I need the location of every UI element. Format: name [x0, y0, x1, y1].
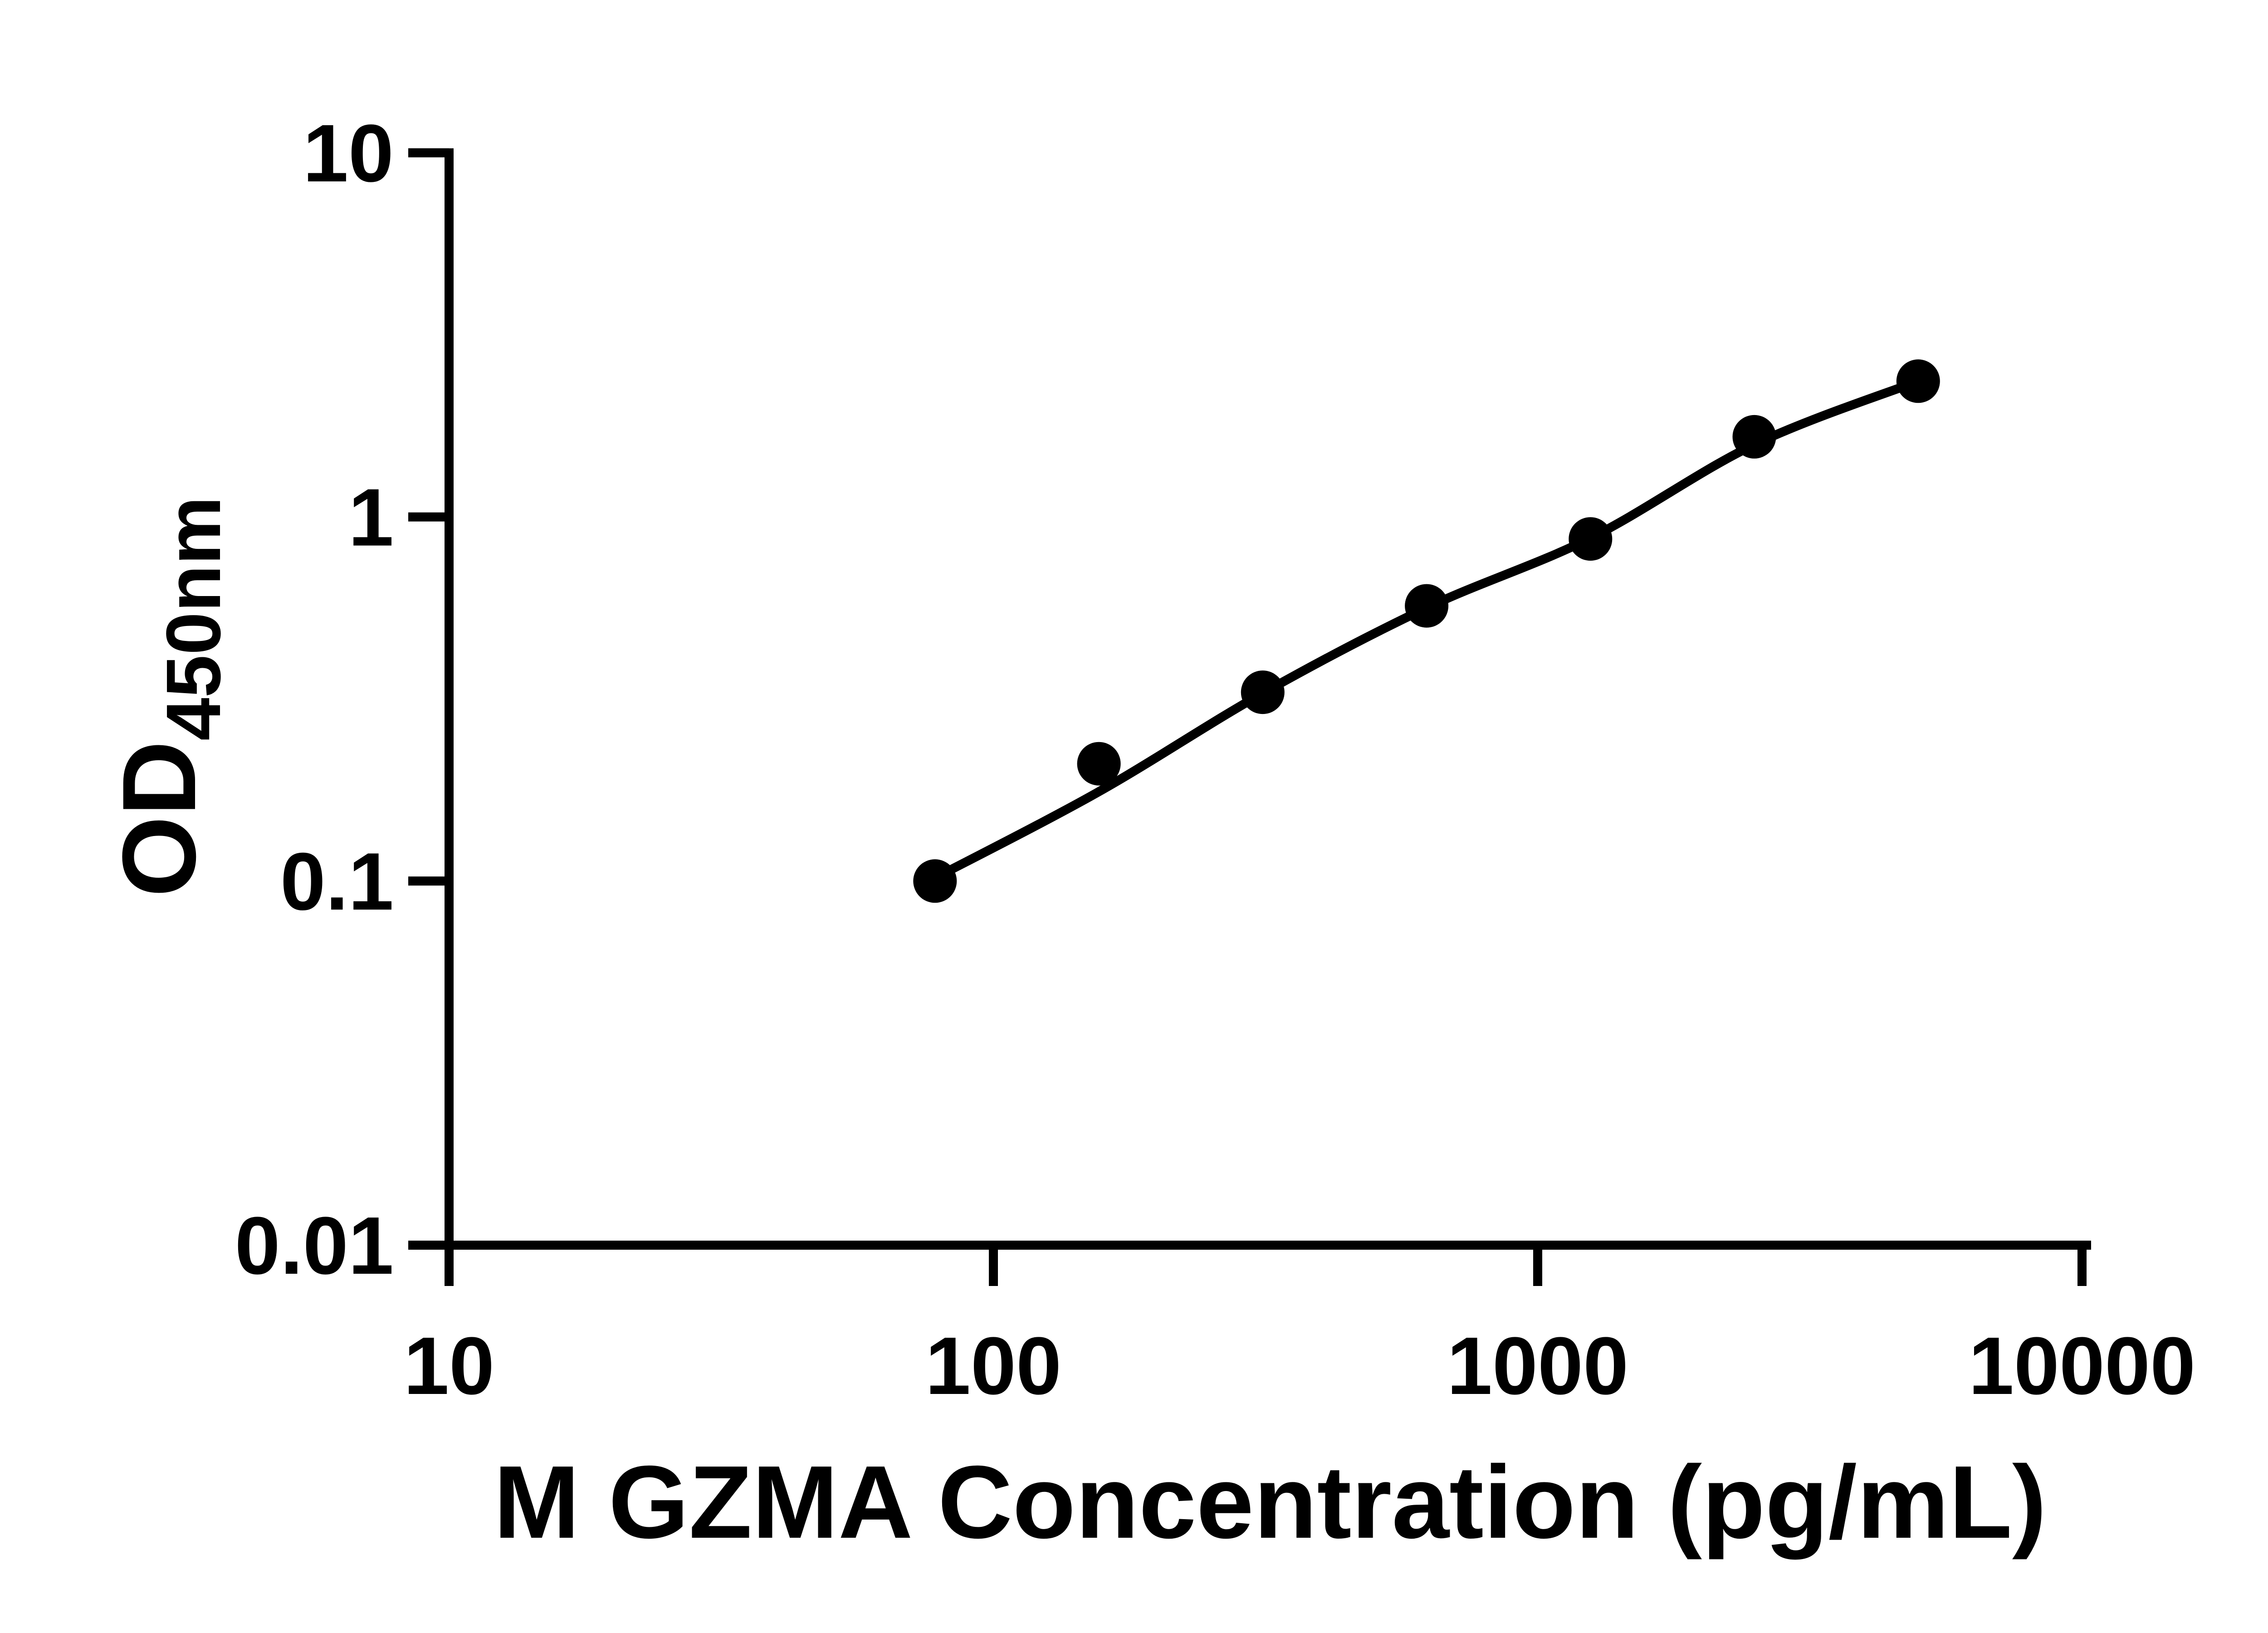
x-axis-title: M GZMA Concentration (pg/mL) [494, 1445, 2047, 1560]
y-axis-title: OD450nm [101, 496, 237, 897]
y-axis-title-subscript: 450nm [151, 496, 237, 741]
data-point-marker [1405, 584, 1449, 628]
y-axis-title-base: OD [101, 741, 217, 897]
y-tick-label: 0.1 [280, 836, 394, 927]
x-tick-label: 10000 [1969, 1320, 2196, 1412]
data-point-marker [1732, 415, 1776, 459]
data-point-marker [1241, 670, 1285, 714]
x-tick-label: 1000 [1447, 1320, 1628, 1412]
y-tick-label: 0.01 [235, 1200, 394, 1291]
y-tick-label: 1 [348, 472, 394, 563]
data-layer [913, 359, 1940, 903]
y-axis-title-text: OD450nm [101, 496, 237, 897]
y-tick-label: 10 [303, 108, 394, 199]
x-tick-label: 10 [404, 1320, 494, 1412]
data-point-marker [1077, 742, 1121, 786]
fit-curve-line [930, 376, 1923, 883]
data-point-marker [1896, 359, 1940, 403]
data-point-marker [913, 859, 957, 903]
x-tick-label: 100 [925, 1320, 1061, 1412]
data-point-marker [1569, 517, 1613, 561]
